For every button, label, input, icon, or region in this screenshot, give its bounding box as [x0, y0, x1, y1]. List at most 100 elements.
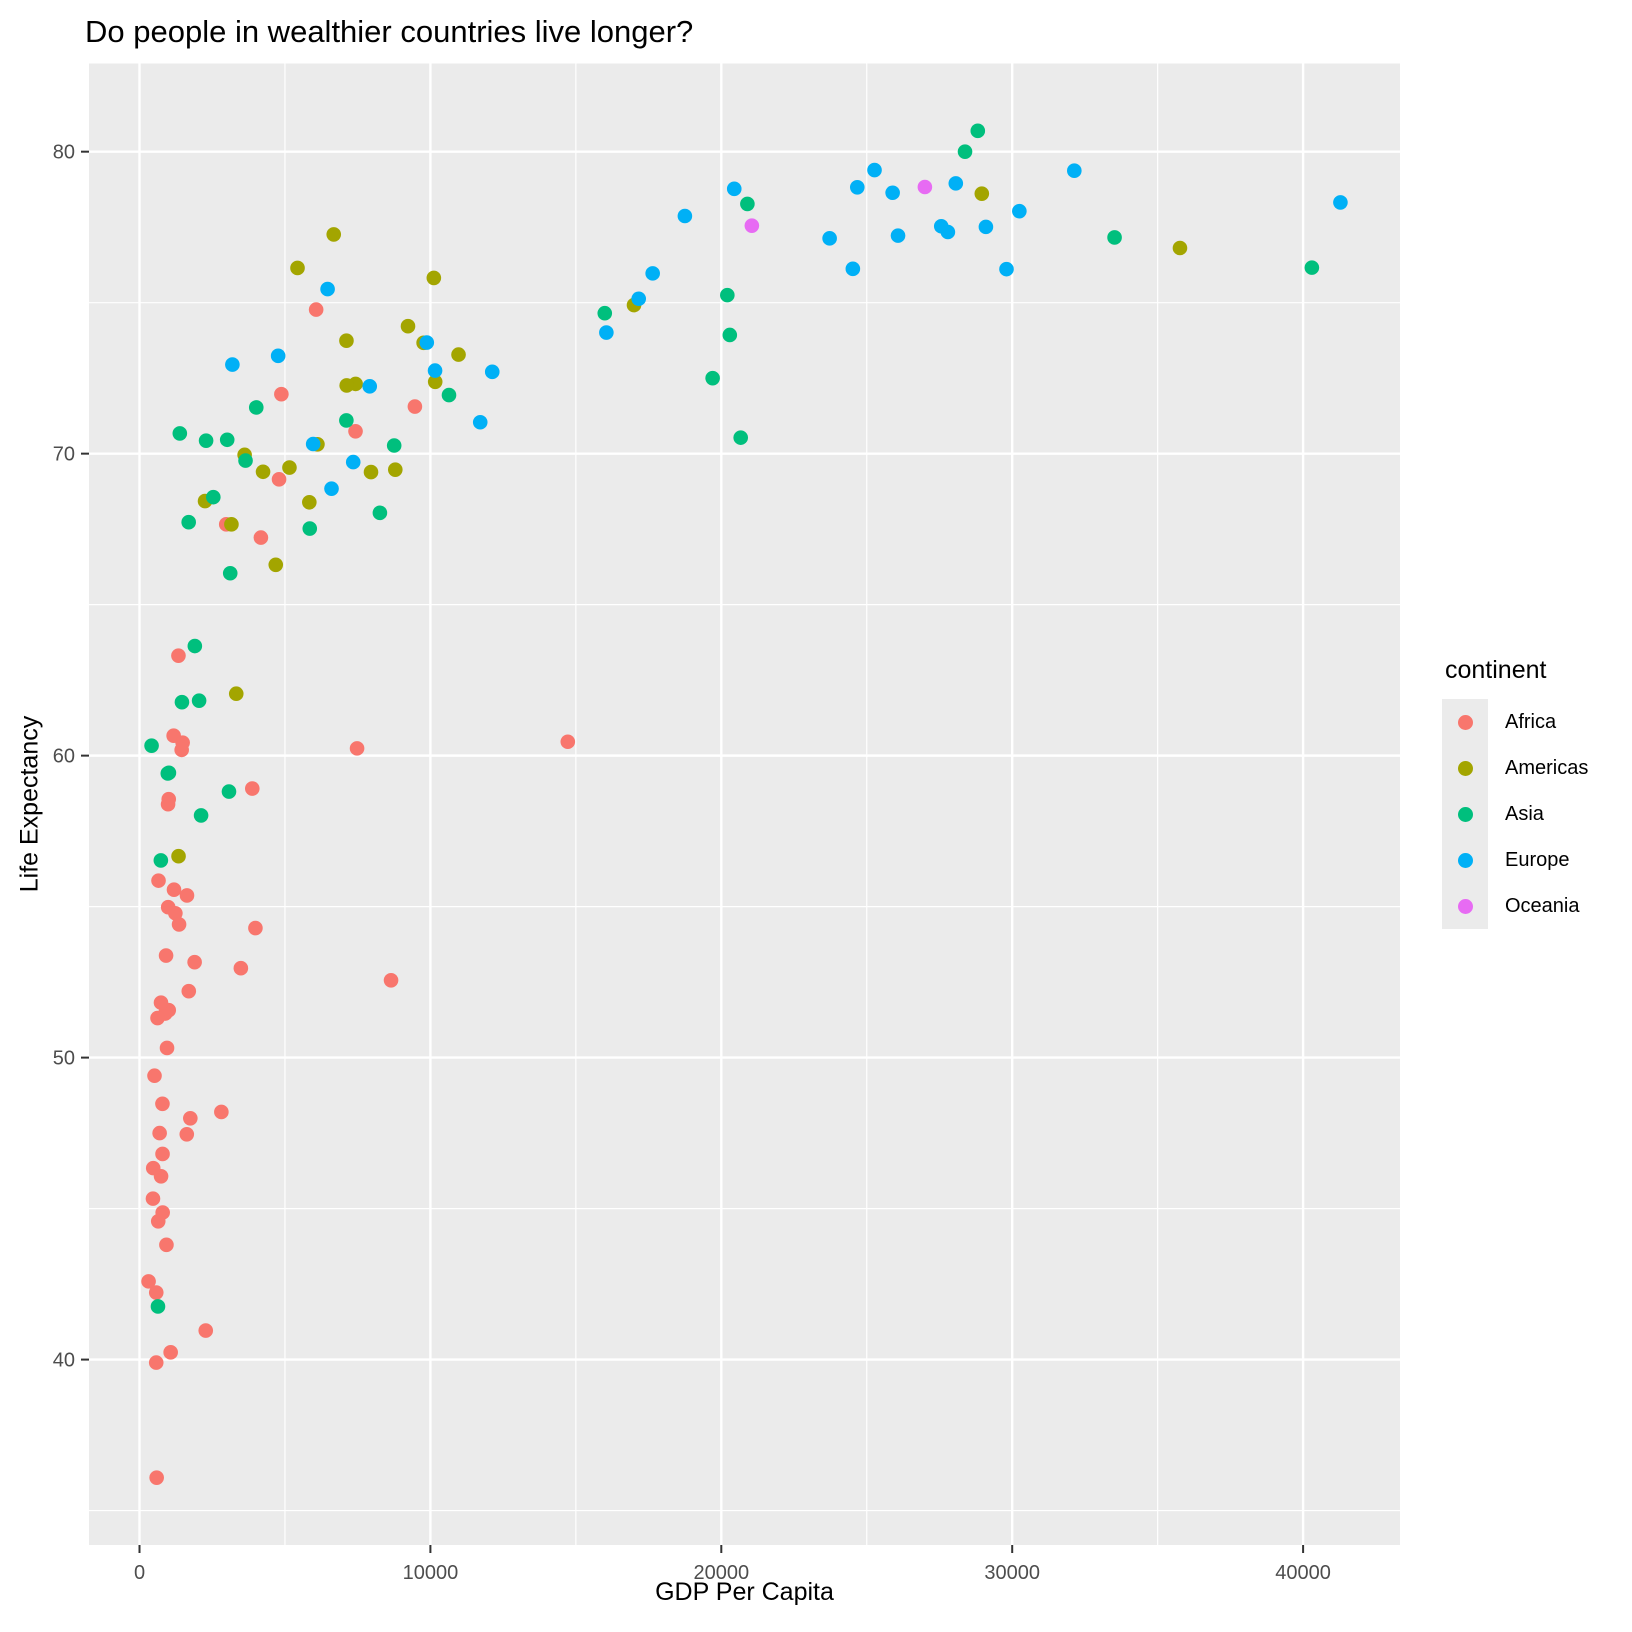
- legend-entry-oceania: Oceania: [1442, 883, 1588, 929]
- data-point: [974, 186, 990, 201]
- data-point: [155, 1146, 170, 1162]
- legend-label: Asia: [1505, 802, 1544, 825]
- data-point: [271, 472, 287, 487]
- data-point: [845, 261, 861, 277]
- data-point: [362, 379, 378, 394]
- data-point: [221, 784, 237, 799]
- data-point: [978, 219, 994, 235]
- data-point: [222, 565, 238, 581]
- data-point: [160, 796, 176, 812]
- data-point: [597, 305, 613, 321]
- data-point: [248, 920, 263, 936]
- data-point: [174, 694, 190, 710]
- data-point: [253, 530, 269, 545]
- legend-dot-icon: [1457, 852, 1473, 868]
- data-points: [141, 123, 1348, 1485]
- data-point: [181, 514, 196, 530]
- data-point: [282, 460, 297, 475]
- data-point: [363, 464, 379, 480]
- series-asia: [144, 123, 1320, 1314]
- legend-dot-icon: [1457, 806, 1473, 822]
- data-point: [849, 180, 865, 195]
- data-point: [740, 196, 755, 212]
- data-point: [219, 432, 235, 448]
- legend-dot-icon: [1457, 760, 1473, 776]
- data-point: [720, 287, 735, 303]
- data-point: [206, 489, 221, 505]
- data-point: [427, 374, 443, 390]
- data-point: [705, 370, 720, 386]
- x-tick-labels: 0 10000 20000 30000 40000: [134, 1562, 1331, 1584]
- legend-key: [1442, 883, 1488, 929]
- legend-label: Americas: [1505, 756, 1589, 779]
- data-point: [233, 960, 249, 976]
- data-point: [885, 185, 900, 201]
- data-point: [268, 557, 284, 573]
- data-point: [677, 208, 693, 224]
- data-point: [472, 414, 488, 430]
- y-tick-label: 40: [53, 1350, 75, 1372]
- data-point: [1012, 203, 1027, 219]
- legend-label: Europe: [1505, 848, 1570, 871]
- plot-title: Do people in wealthier countries live lo…: [85, 14, 694, 49]
- data-point: [183, 1111, 198, 1126]
- legend-dot-icon: [1457, 898, 1473, 914]
- data-point: [302, 521, 318, 536]
- legend-key: [1442, 837, 1488, 883]
- data-point: [148, 1285, 164, 1300]
- data-point: [187, 954, 202, 970]
- data-point: [383, 973, 399, 988]
- data-point: [372, 505, 388, 521]
- data-point: [158, 948, 174, 963]
- plot-panel: [89, 63, 1400, 1545]
- data-point: [179, 888, 195, 903]
- data-point: [1067, 163, 1082, 179]
- data-point: [181, 983, 197, 999]
- data-point: [349, 741, 365, 756]
- data-point: [940, 224, 956, 240]
- data-point: [155, 1096, 170, 1112]
- data-point: [339, 333, 354, 349]
- data-point: [224, 517, 239, 532]
- data-point: [1304, 260, 1320, 275]
- data-point: [151, 873, 166, 888]
- legend-key: [1442, 791, 1488, 837]
- data-point: [172, 426, 188, 441]
- data-point: [1333, 195, 1348, 210]
- data-point: [290, 260, 305, 276]
- data-point: [214, 1104, 229, 1120]
- data-point: [308, 302, 324, 317]
- data-point: [255, 464, 271, 480]
- y-tick-labels: 40 50 60 70 80: [53, 142, 75, 1372]
- data-point: [187, 638, 203, 654]
- series-oceania: [744, 179, 933, 233]
- legend-key: [1442, 699, 1488, 745]
- data-point: [426, 270, 442, 286]
- axis-tick-marks: [81, 150, 1305, 1553]
- y-axis-title: Life Expectancy: [15, 715, 44, 893]
- data-point: [917, 179, 933, 195]
- data-point: [386, 438, 402, 453]
- series-africa: [141, 302, 576, 1485]
- data-point: [179, 1127, 195, 1142]
- data-point: [1107, 230, 1122, 245]
- data-point: [244, 781, 260, 796]
- data-point: [198, 1323, 214, 1338]
- data-point: [407, 399, 423, 414]
- data-point: [225, 357, 240, 372]
- data-point: [320, 281, 335, 297]
- gridlines-major: [89, 63, 1400, 1545]
- y-tick-label: 70: [53, 444, 75, 466]
- data-point: [305, 436, 321, 452]
- data-point: [733, 430, 749, 445]
- data-point: [150, 1010, 165, 1026]
- data-point: [159, 1040, 175, 1056]
- gridlines-minor: [89, 63, 1400, 1545]
- data-point: [270, 348, 286, 364]
- data-point: [171, 917, 187, 932]
- data-point: [744, 218, 760, 233]
- series-americas: [171, 186, 1188, 864]
- data-point: [248, 400, 264, 415]
- data-point: [645, 266, 660, 281]
